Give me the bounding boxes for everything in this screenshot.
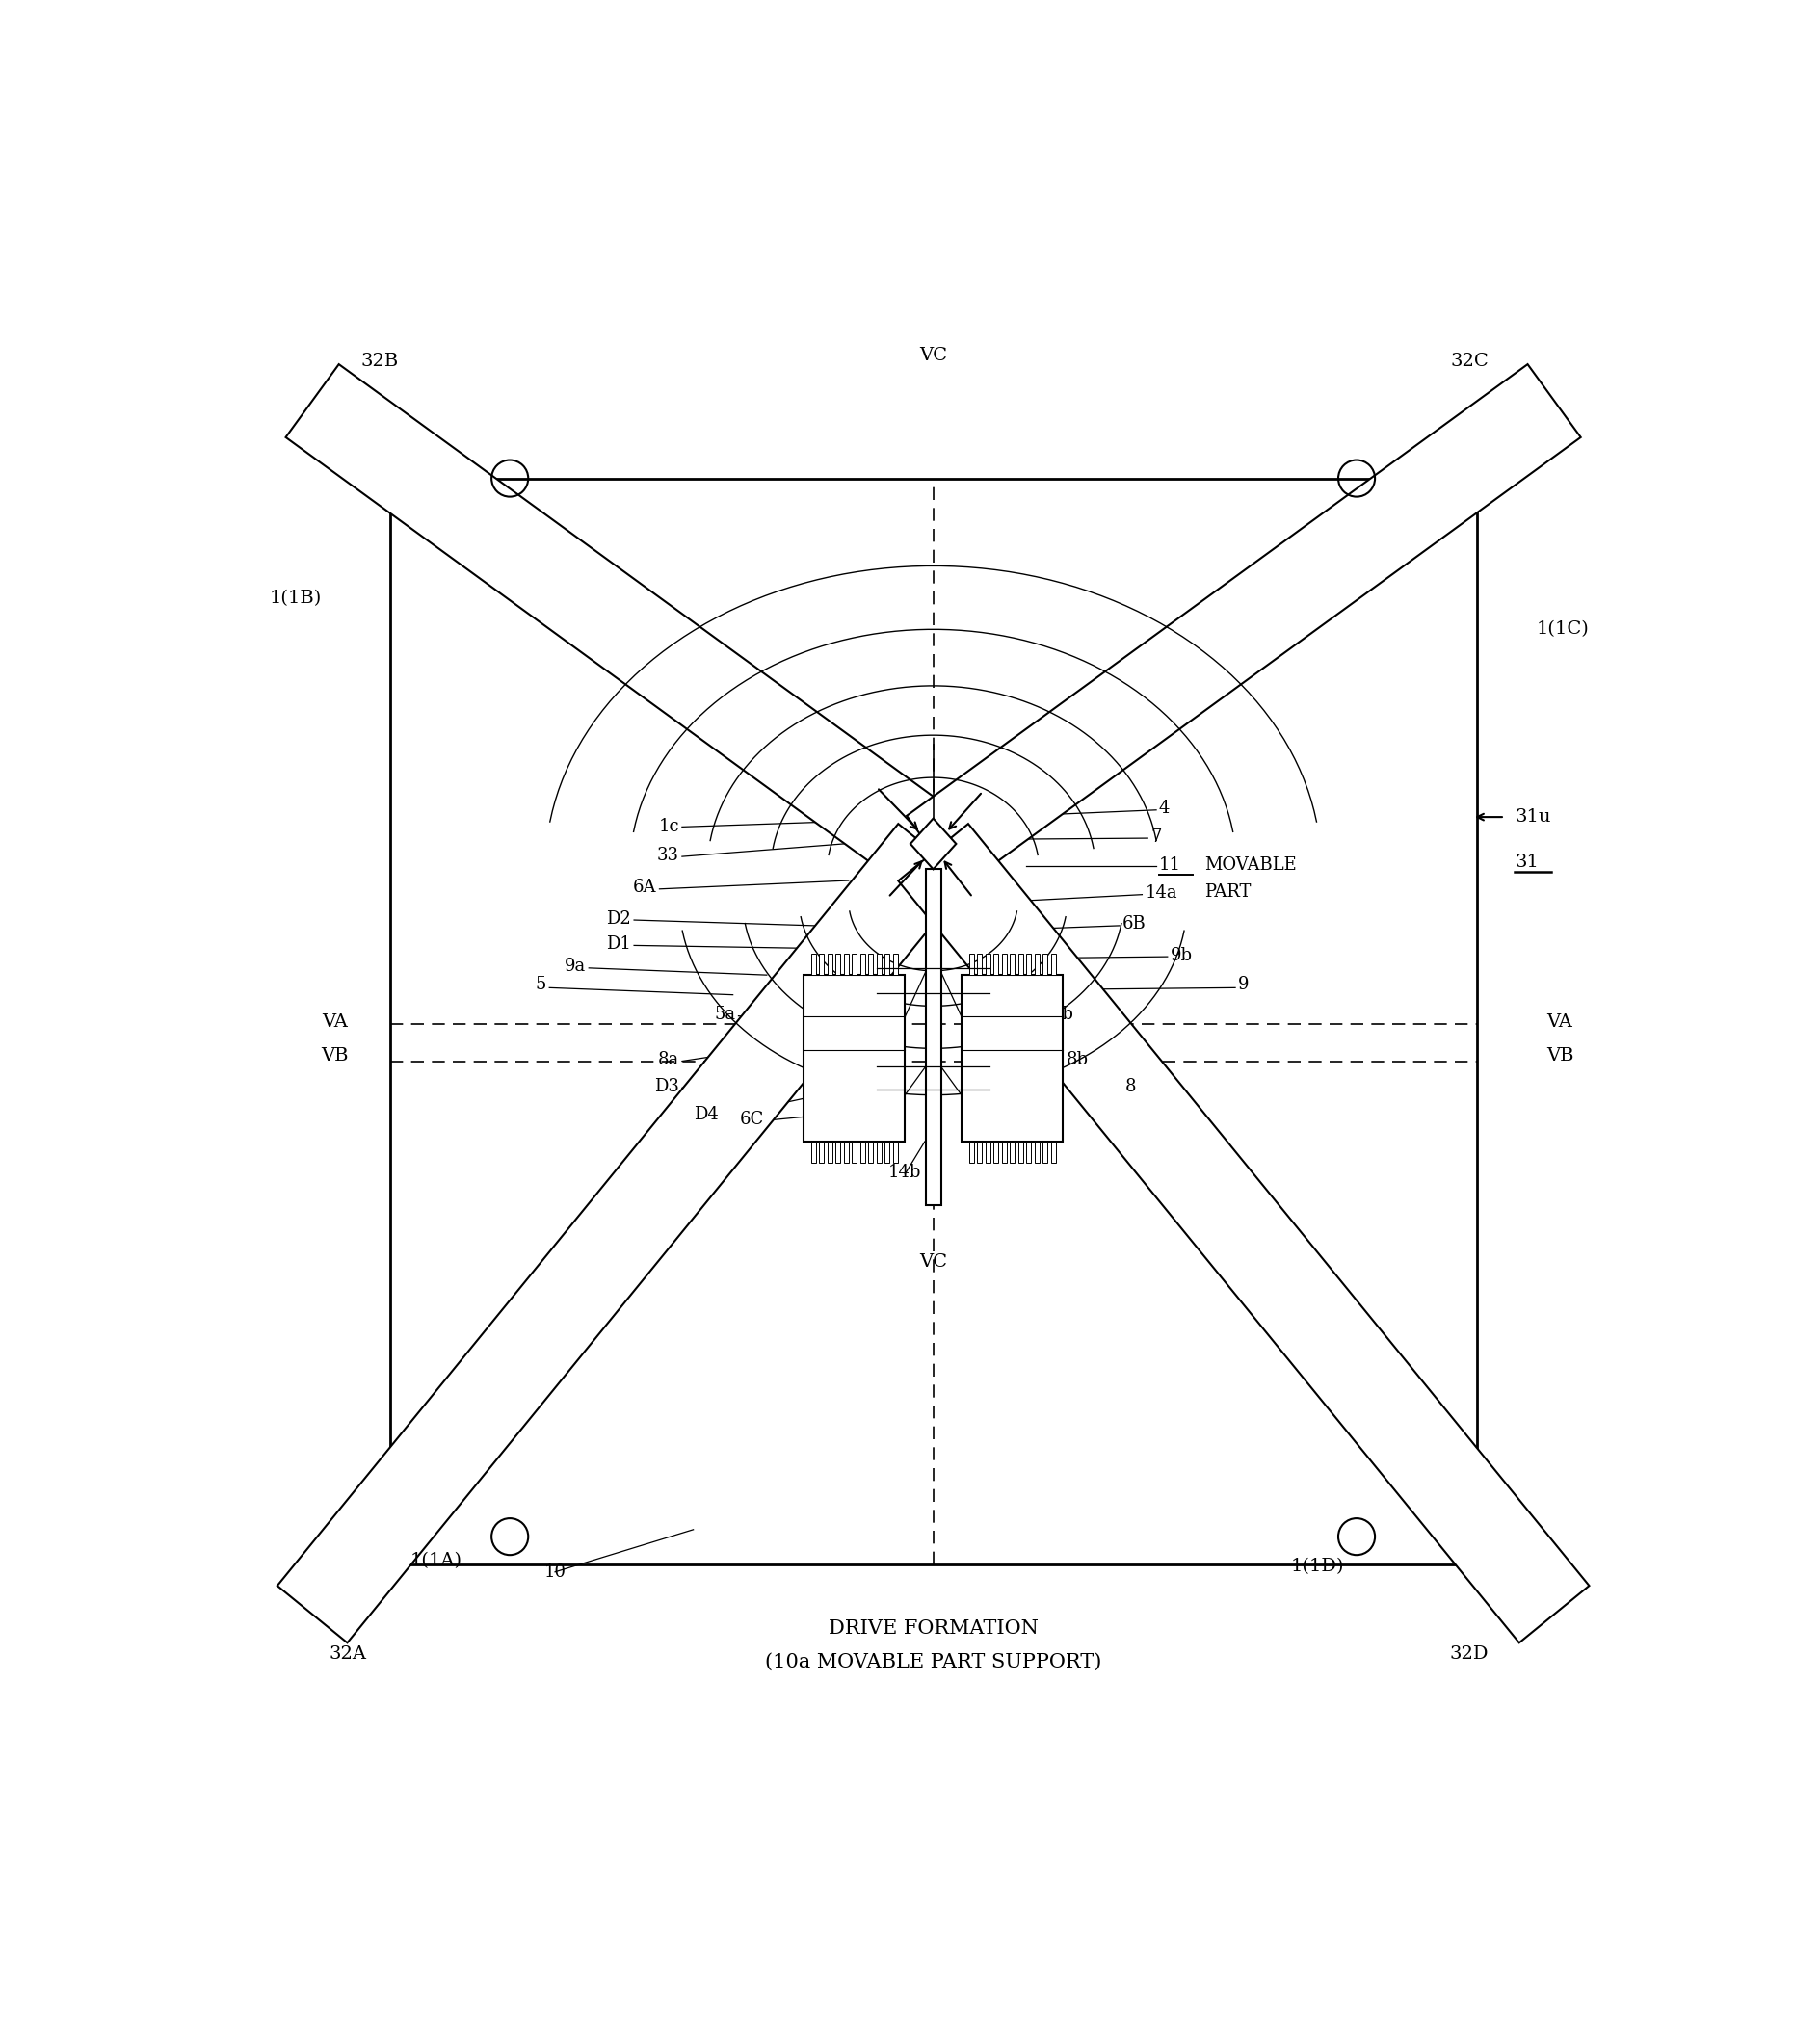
- Bar: [968, 1141, 974, 1163]
- Text: 9a: 9a: [564, 959, 586, 975]
- Text: 8: 8: [1125, 1078, 1136, 1094]
- Bar: [985, 955, 990, 975]
- Text: VA: VA: [1545, 1014, 1572, 1030]
- Polygon shape: [910, 819, 956, 870]
- Bar: [1017, 1141, 1023, 1163]
- Bar: [1010, 1141, 1014, 1163]
- Text: VB: VB: [1545, 1046, 1572, 1064]
- Bar: [892, 1141, 897, 1163]
- Bar: [1050, 955, 1056, 975]
- Text: 32B: 32B: [360, 352, 399, 370]
- Bar: [994, 1141, 997, 1163]
- Text: 1(1B): 1(1B): [269, 589, 322, 607]
- Text: 31: 31: [1514, 854, 1538, 870]
- Text: VC: VC: [919, 1252, 946, 1270]
- Bar: [826, 955, 832, 975]
- Bar: [1010, 955, 1014, 975]
- Text: DRIVE FORMATION: DRIVE FORMATION: [828, 1618, 1037, 1637]
- Text: 7: 7: [1150, 827, 1161, 846]
- Bar: [1001, 955, 1006, 975]
- Bar: [977, 1141, 981, 1163]
- Text: 14b: 14b: [888, 1163, 921, 1181]
- Bar: [1017, 955, 1023, 975]
- Polygon shape: [277, 823, 968, 1643]
- Text: PART: PART: [1203, 884, 1250, 900]
- Bar: [1026, 955, 1030, 975]
- Text: 11: 11: [1158, 856, 1181, 874]
- Bar: [1043, 955, 1046, 975]
- Text: 1(1D): 1(1D): [1290, 1558, 1343, 1576]
- Text: D1: D1: [606, 935, 632, 953]
- Text: MOVABLE: MOVABLE: [1203, 856, 1296, 874]
- Text: VB: VB: [320, 1046, 348, 1064]
- Text: D2: D2: [606, 910, 632, 927]
- Bar: [892, 955, 897, 975]
- Bar: [810, 1141, 815, 1163]
- Text: 8a: 8a: [657, 1052, 679, 1068]
- Text: 32A: 32A: [329, 1645, 366, 1663]
- Bar: [994, 955, 997, 975]
- Text: 33: 33: [657, 846, 679, 864]
- Bar: [1034, 955, 1039, 975]
- Bar: [868, 1141, 872, 1163]
- Bar: [843, 1141, 848, 1163]
- Bar: [389, 477, 1476, 1566]
- Text: 14a: 14a: [1145, 884, 1178, 902]
- Text: 8b: 8b: [1065, 1052, 1088, 1068]
- Text: D3: D3: [653, 1078, 679, 1094]
- Text: VA: VA: [322, 1014, 348, 1030]
- Bar: [875, 955, 881, 975]
- Bar: [1034, 1141, 1039, 1163]
- Bar: [885, 955, 888, 975]
- Bar: [1050, 1141, 1056, 1163]
- Bar: [925, 870, 941, 1206]
- Bar: [852, 1141, 855, 1163]
- Text: 6C: 6C: [739, 1111, 764, 1127]
- Polygon shape: [906, 364, 1580, 888]
- Bar: [1043, 1141, 1046, 1163]
- Text: 6A: 6A: [633, 878, 657, 896]
- Bar: [885, 1141, 888, 1163]
- Text: 32D: 32D: [1449, 1645, 1489, 1663]
- Text: 10: 10: [544, 1564, 566, 1580]
- Bar: [852, 955, 855, 975]
- Text: VC: VC: [919, 346, 946, 364]
- Bar: [835, 1141, 839, 1163]
- Bar: [859, 1141, 864, 1163]
- Bar: [868, 955, 872, 975]
- Polygon shape: [286, 364, 959, 888]
- Text: 5b: 5b: [1052, 1005, 1074, 1024]
- Bar: [819, 1141, 823, 1163]
- Bar: [803, 975, 905, 1141]
- Bar: [835, 955, 839, 975]
- Bar: [1026, 1141, 1030, 1163]
- Text: 1(1C): 1(1C): [1536, 621, 1589, 637]
- Polygon shape: [897, 823, 1589, 1643]
- Bar: [843, 955, 848, 975]
- Bar: [875, 1141, 881, 1163]
- Text: 32C: 32C: [1449, 352, 1489, 370]
- Text: (10a MOVABLE PART SUPPORT): (10a MOVABLE PART SUPPORT): [764, 1653, 1101, 1671]
- Text: 1(1A): 1(1A): [410, 1552, 462, 1570]
- Text: 9b: 9b: [1170, 947, 1192, 965]
- Text: 1c: 1c: [659, 817, 679, 835]
- Text: 9: 9: [1238, 977, 1249, 993]
- Text: 5: 5: [535, 977, 546, 993]
- Bar: [961, 975, 1063, 1141]
- Text: D4: D4: [693, 1107, 719, 1123]
- Text: 6D: 6D: [1023, 1111, 1048, 1127]
- Bar: [819, 955, 823, 975]
- Bar: [826, 1141, 832, 1163]
- Text: 4: 4: [1158, 799, 1170, 817]
- Bar: [1001, 1141, 1006, 1163]
- Bar: [968, 955, 974, 975]
- Text: 6B: 6B: [1121, 916, 1145, 933]
- Text: 31u: 31u: [1514, 809, 1551, 825]
- Text: 5a: 5a: [713, 1005, 735, 1024]
- Bar: [810, 955, 815, 975]
- Bar: [859, 955, 864, 975]
- Bar: [977, 955, 981, 975]
- Bar: [985, 1141, 990, 1163]
